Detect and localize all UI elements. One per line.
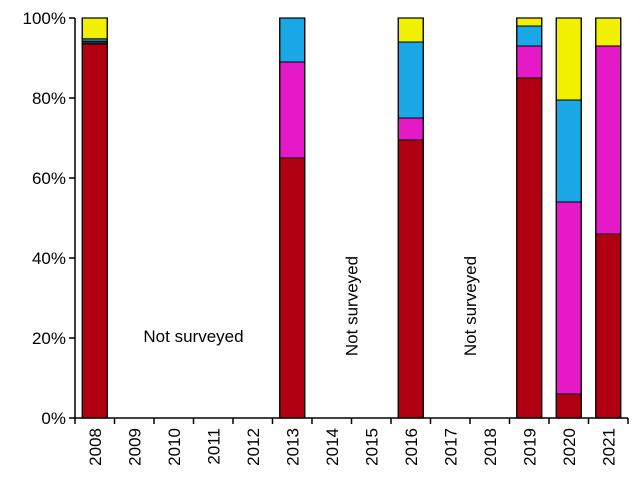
bar-segment-2019-s0 <box>516 77 543 419</box>
x-tick-label: 2013 <box>283 428 302 466</box>
bar-segment-2019-s4 <box>516 17 543 27</box>
x-tick-label: 2015 <box>362 428 381 466</box>
not-surveyed-note: Not surveyed <box>461 256 480 356</box>
y-tick-label: 60% <box>32 169 66 188</box>
x-tick-label: 2008 <box>86 428 105 466</box>
bar-segment-2013-s3 <box>279 17 306 63</box>
x-tick-label: 2021 <box>599 428 618 466</box>
bar-segment-2020-s4 <box>555 17 582 101</box>
axes-layer: 0% 20% 40% 60% 80% 100% 2008 2009 2010 2011 2012 20… <box>23 9 629 466</box>
y-tick-label: 100% <box>23 9 66 28</box>
bar-segment-2020-s2 <box>555 201 582 395</box>
x-tick-label: 2016 <box>402 428 421 466</box>
bar-segment-2016-s2 <box>397 117 424 141</box>
x-tick-label: 2011 <box>204 428 223 465</box>
bar-segment-2016-s0 <box>397 139 424 419</box>
x-tick-label: 2018 <box>481 428 500 466</box>
y-tick-label: 80% <box>32 89 66 108</box>
bar-segment-2020-s3 <box>555 99 582 203</box>
bar-segment-2019-s2 <box>516 45 543 79</box>
bar-segment-2013-s0 <box>279 157 306 419</box>
x-tick-label: 2020 <box>560 428 579 466</box>
x-tick-label: 2012 <box>244 428 263 466</box>
not-surveyed-note: Not surveyed <box>343 256 362 356</box>
y-tick-label: 0% <box>41 409 66 428</box>
bar-segment-2008-s4 <box>81 17 108 40</box>
x-tick-label: 2010 <box>165 428 184 466</box>
bar-segment-2016-s3 <box>397 41 424 119</box>
annotations-layer: Not surveyed Not surveyed Not surveyed <box>143 256 480 356</box>
x-tick-label: 2014 <box>323 428 342 466</box>
bar-segment-2008-s0 <box>81 43 108 419</box>
x-tick-label: 2017 <box>441 428 460 466</box>
not-surveyed-note: Not surveyed <box>143 327 243 346</box>
bar-segment-2019-s3 <box>516 25 543 47</box>
bar-segment-2021-s2 <box>595 45 622 235</box>
bars-layer <box>81 17 622 419</box>
bar-segment-2016-s4 <box>397 17 424 43</box>
bar-segment-2021-s4 <box>595 17 622 47</box>
y-tick-label: 20% <box>32 329 66 348</box>
bar-segment-2020-s0 <box>555 393 582 419</box>
bar-segment-2013-s2 <box>279 61 306 159</box>
y-tick-label: 40% <box>32 249 66 268</box>
bar-segment-2021-s0 <box>595 233 622 419</box>
x-tick-label: 2009 <box>125 428 144 466</box>
x-tick-label: 2019 <box>520 428 539 466</box>
